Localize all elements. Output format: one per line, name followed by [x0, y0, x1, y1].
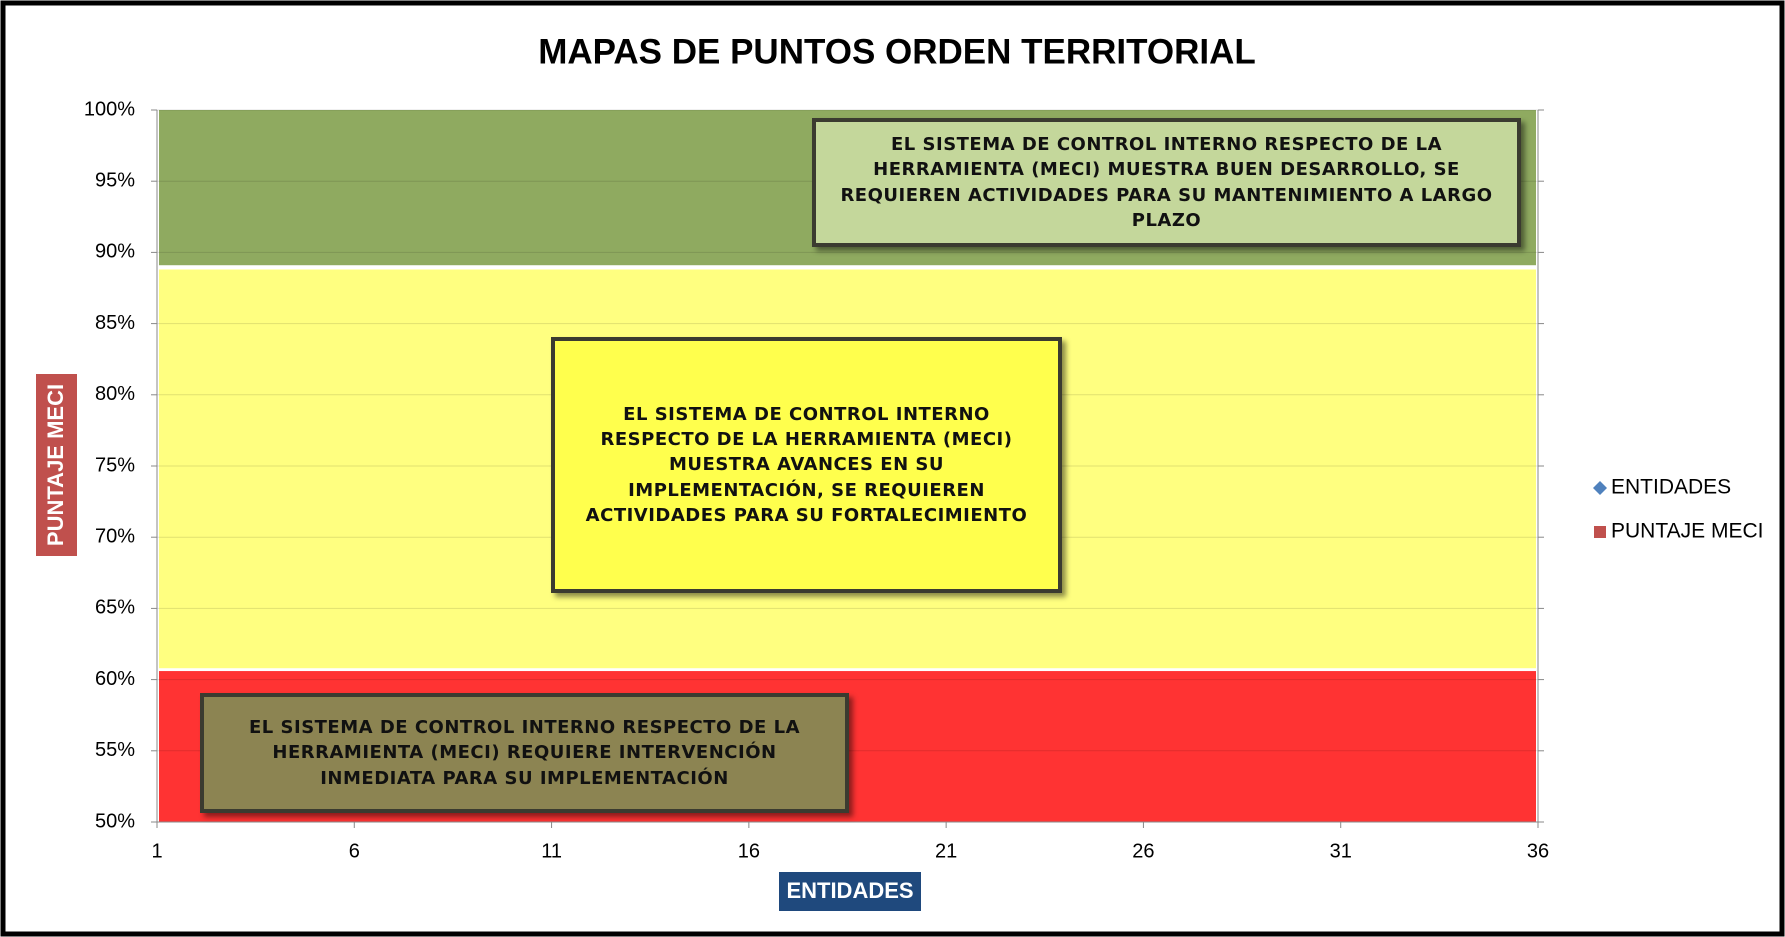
legend-marker — [1593, 481, 1607, 495]
x-tick-label: 16 — [738, 840, 760, 862]
y-tick-label: 80% — [95, 383, 135, 405]
y-tick-label: 75% — [95, 454, 135, 476]
y-tick-label: 90% — [95, 241, 135, 263]
legend-label: ENTIDADES — [1611, 476, 1731, 499]
y-tick-label: 65% — [95, 597, 135, 619]
x-tick-label: 36 — [1527, 840, 1549, 862]
x-tick-label: 6 — [349, 840, 360, 862]
chart-title: MAPAS DE PUNTOS ORDEN TERRITORIAL — [538, 32, 1256, 71]
y-tick-label: 100% — [84, 98, 135, 120]
x-tick-label: 26 — [1132, 840, 1154, 862]
band-annotation: EL SISTEMA DE CONTROL INTERNO RESPECTO D… — [812, 118, 1521, 247]
x-tick-label: 1 — [151, 840, 162, 862]
x-label-bg — [779, 872, 921, 911]
legend-label: PUNTAJE MECI — [1611, 520, 1763, 543]
y-tick-label: 95% — [95, 169, 135, 191]
y-tick-label: 85% — [95, 312, 135, 334]
x-axis-label: ENTIDADES — [786, 878, 913, 903]
y-label-bg — [36, 374, 77, 556]
x-tick-label: 11 — [541, 840, 562, 862]
y-tick-label: 50% — [95, 810, 135, 832]
y-tick-label: 60% — [95, 668, 135, 690]
band-annotation: EL SISTEMA DE CONTROL INTERNO RESPECTO D… — [200, 693, 849, 813]
y-tick-label: 70% — [95, 525, 135, 547]
y-tick-label: 55% — [95, 739, 135, 761]
x-tick-label: 31 — [1330, 840, 1352, 862]
legend-marker — [1594, 526, 1606, 538]
y-axis-label: PUNTAJE MECI — [43, 384, 68, 546]
x-tick-label: 21 — [935, 840, 957, 862]
band-annotation: EL SISTEMA DE CONTROL INTERNO RESPECTO D… — [551, 337, 1062, 593]
